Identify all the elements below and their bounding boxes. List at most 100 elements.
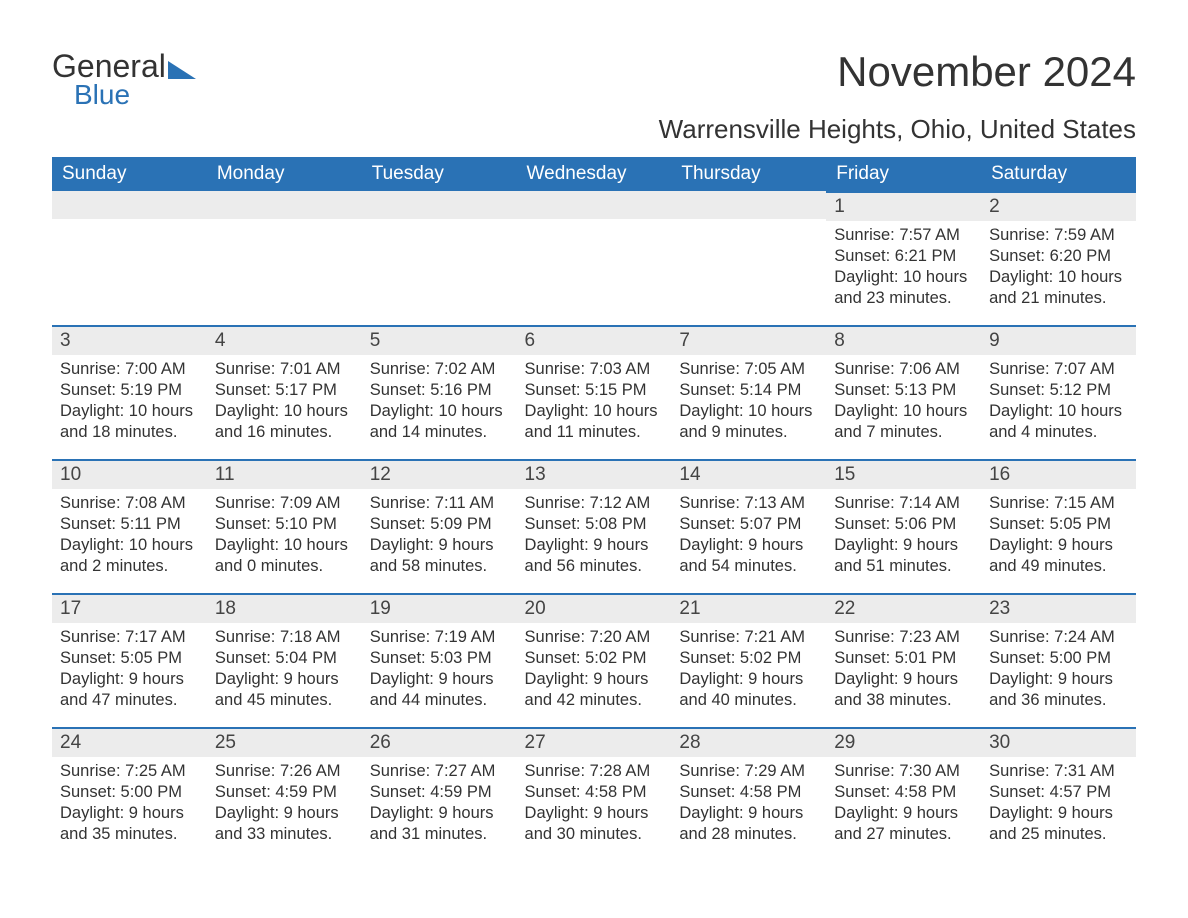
day-details: Sunrise: 7:02 AMSunset: 5:16 PMDaylight:… [362, 355, 517, 443]
daylight-line-1: Daylight: 10 hours [989, 267, 1128, 288]
daylight-line-2: and 38 minutes. [834, 690, 973, 711]
sunset-line: Sunset: 6:21 PM [834, 246, 973, 267]
calendar-day-cell [671, 191, 826, 325]
day-details: Sunrise: 7:06 AMSunset: 5:13 PMDaylight:… [826, 355, 981, 443]
day-details: Sunrise: 7:59 AMSunset: 6:20 PMDaylight:… [981, 221, 1136, 309]
day-number: 6 [517, 325, 672, 355]
day-details: Sunrise: 7:26 AMSunset: 4:59 PMDaylight:… [207, 757, 362, 845]
daylight-line-2: and 44 minutes. [370, 690, 509, 711]
day-details: Sunrise: 7:05 AMSunset: 5:14 PMDaylight:… [671, 355, 826, 443]
sunrise-line: Sunrise: 7:11 AM [370, 493, 509, 514]
day-details: Sunrise: 7:57 AMSunset: 6:21 PMDaylight:… [826, 221, 981, 309]
day-number: 20 [517, 593, 672, 623]
sunrise-line: Sunrise: 7:05 AM [679, 359, 818, 380]
sunset-line: Sunset: 4:59 PM [215, 782, 354, 803]
daylight-line-1: Daylight: 10 hours [60, 401, 199, 422]
daylight-line-2: and 27 minutes. [834, 824, 973, 845]
logo-flag-icon [168, 61, 196, 79]
day-number: 3 [52, 325, 207, 355]
day-details: Sunrise: 7:12 AMSunset: 5:08 PMDaylight:… [517, 489, 672, 577]
day-number: 25 [207, 727, 362, 757]
day-number: 10 [52, 459, 207, 489]
day-details: Sunrise: 7:09 AMSunset: 5:10 PMDaylight:… [207, 489, 362, 577]
calendar-week-row: 24Sunrise: 7:25 AMSunset: 5:00 PMDayligh… [52, 727, 1136, 861]
calendar-day-cell: 14Sunrise: 7:13 AMSunset: 5:07 PMDayligh… [671, 459, 826, 593]
daylight-line-1: Daylight: 9 hours [679, 535, 818, 556]
daylight-line-2: and 54 minutes. [679, 556, 818, 577]
weekday-header-row: SundayMondayTuesdayWednesdayThursdayFrid… [52, 157, 1136, 191]
calendar-day-cell: 18Sunrise: 7:18 AMSunset: 5:04 PMDayligh… [207, 593, 362, 727]
daylight-line-1: Daylight: 10 hours [215, 535, 354, 556]
daylight-line-2: and 42 minutes. [525, 690, 664, 711]
daylight-line-2: and 11 minutes. [525, 422, 664, 443]
sunset-line: Sunset: 5:19 PM [60, 380, 199, 401]
sunset-line: Sunset: 5:00 PM [989, 648, 1128, 669]
sunrise-line: Sunrise: 7:19 AM [370, 627, 509, 648]
day-number: 22 [826, 593, 981, 623]
day-number: 4 [207, 325, 362, 355]
day-number: 18 [207, 593, 362, 623]
calendar-day-cell: 8Sunrise: 7:06 AMSunset: 5:13 PMDaylight… [826, 325, 981, 459]
daylight-line-2: and 47 minutes. [60, 690, 199, 711]
sunrise-line: Sunrise: 7:01 AM [215, 359, 354, 380]
daylight-line-1: Daylight: 9 hours [989, 803, 1128, 824]
sunset-line: Sunset: 5:06 PM [834, 514, 973, 535]
sunrise-line: Sunrise: 7:20 AM [525, 627, 664, 648]
sunset-line: Sunset: 4:58 PM [525, 782, 664, 803]
day-details: Sunrise: 7:20 AMSunset: 5:02 PMDaylight:… [517, 623, 672, 711]
calendar-day-cell: 23 Sunrise: 7:24 AMSunset: 5:00 PMDayligh… [981, 593, 1136, 727]
sunset-line: Sunset: 5:15 PM [525, 380, 664, 401]
sunrise-line: Sunrise: 7:30 AM [834, 761, 973, 782]
daylight-line-1: Daylight: 9 hours [525, 669, 664, 690]
daylight-line-1: Daylight: 9 hours [679, 669, 818, 690]
sunset-line: Sunset: 5:14 PM [679, 380, 818, 401]
daylight-line-2: and 56 minutes. [525, 556, 664, 577]
day-details: Sunrise: 7:30 AMSunset: 4:58 PMDaylight:… [826, 757, 981, 845]
title-block: November 2024 Warrensville Heights, Ohio… [659, 48, 1136, 145]
sunrise-line: Sunrise: 7:27 AM [370, 761, 509, 782]
day-details: Sunrise: 7:23 AMSunset: 5:01 PMDaylight:… [826, 623, 981, 711]
daylight-line-1: Daylight: 10 hours [60, 535, 199, 556]
calendar-week-row: 10Sunrise: 7:08 AMSunset: 5:11 PMDayligh… [52, 459, 1136, 593]
sunrise-line: Sunrise: 7:21 AM [679, 627, 818, 648]
sunrise-line: Sunrise: 7:24 AM [989, 627, 1128, 648]
daylight-line-1: Daylight: 10 hours [215, 401, 354, 422]
daylight-line-2: and 4 minutes. [989, 422, 1128, 443]
weekday-header: Friday [826, 157, 981, 191]
daylight-line-2: and 25 minutes. [989, 824, 1128, 845]
sunset-line: Sunset: 5:17 PM [215, 380, 354, 401]
calendar-day-cell [517, 191, 672, 325]
sunset-line: Sunset: 5:16 PM [370, 380, 509, 401]
calendar-day-cell: 5Sunrise: 7:02 AMSunset: 5:16 PMDaylight… [362, 325, 517, 459]
sunrise-line: Sunrise: 7:02 AM [370, 359, 509, 380]
sunrise-line: Sunrise: 7:31 AM [989, 761, 1128, 782]
day-number: 23 [981, 593, 1136, 623]
daylight-line-2: and 45 minutes. [215, 690, 354, 711]
sunset-line: Sunset: 5:01 PM [834, 648, 973, 669]
sunrise-line: Sunrise: 7:14 AM [834, 493, 973, 514]
daylight-line-2: and 40 minutes. [679, 690, 818, 711]
sunrise-line: Sunrise: 7:59 AM [989, 225, 1128, 246]
day-number: 26 [362, 727, 517, 757]
sunset-line: Sunset: 5:02 PM [525, 648, 664, 669]
daylight-line-1: Daylight: 9 hours [525, 535, 664, 556]
sunset-line: Sunset: 5:09 PM [370, 514, 509, 535]
sunset-line: Sunset: 5:04 PM [215, 648, 354, 669]
calendar-day-cell: 20Sunrise: 7:20 AMSunset: 5:02 PMDayligh… [517, 593, 672, 727]
daylight-line-1: Daylight: 9 hours [989, 669, 1128, 690]
daylight-line-1: Daylight: 9 hours [370, 535, 509, 556]
sunset-line: Sunset: 5:05 PM [60, 648, 199, 669]
sunrise-line: Sunrise: 7:18 AM [215, 627, 354, 648]
calendar-day-cell: 28Sunrise: 7:29 AMSunset: 4:58 PMDayligh… [671, 727, 826, 861]
calendar-day-cell: 13Sunrise: 7:12 AMSunset: 5:08 PMDayligh… [517, 459, 672, 593]
daylight-line-2: and 23 minutes. [834, 288, 973, 309]
calendar-day-cell: 26Sunrise: 7:27 AMSunset: 4:59 PMDayligh… [362, 727, 517, 861]
daylight-line-2: and 18 minutes. [60, 422, 199, 443]
calendar-day-cell: 2Sunrise: 7:59 AMSunset: 6:20 PMDaylight… [981, 191, 1136, 325]
day-details: Sunrise: 7:13 AMSunset: 5:07 PMDaylight:… [671, 489, 826, 577]
calendar-day-cell: 24Sunrise: 7:25 AMSunset: 5:00 PMDayligh… [52, 727, 207, 861]
daylight-line-1: Daylight: 10 hours [370, 401, 509, 422]
daylight-line-2: and 14 minutes. [370, 422, 509, 443]
calendar-day-cell [207, 191, 362, 325]
sunrise-line: Sunrise: 7:07 AM [989, 359, 1128, 380]
